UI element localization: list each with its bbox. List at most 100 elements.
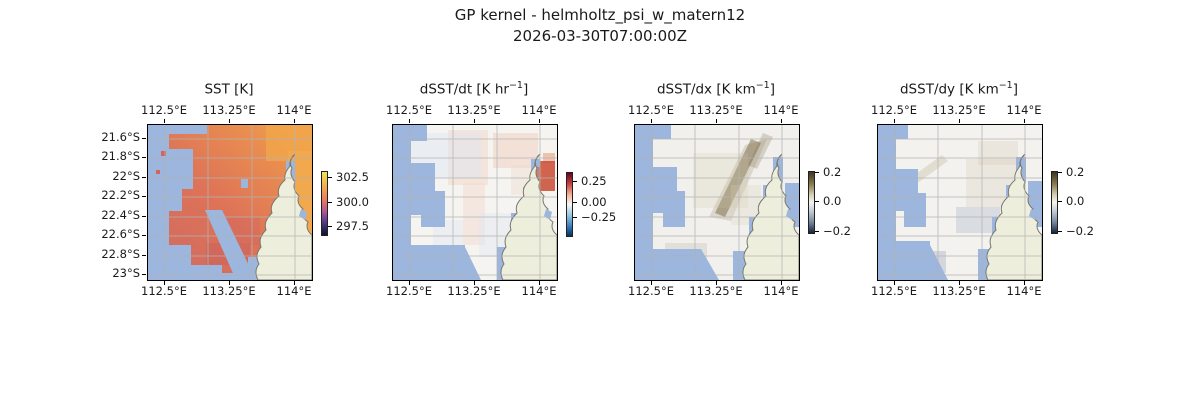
tick-mark	[781, 119, 782, 123]
x-tick-label: 114°E	[276, 284, 312, 298]
figure-title-line2: 2026-03-30T07:00:00Z	[513, 27, 687, 45]
tick-mark	[142, 177, 146, 178]
x-tick-label: 113.25°E	[689, 103, 743, 117]
tick-mark	[815, 231, 819, 232]
tick-mark	[959, 281, 960, 285]
dsst-dt-heatmap	[393, 125, 557, 280]
tick-mark	[142, 274, 146, 275]
colorbar-tick-label: 0.0	[823, 194, 842, 208]
grid-lines	[635, 125, 799, 280]
tick-mark	[142, 138, 146, 139]
colorbar-sst	[321, 171, 328, 236]
tick-mark	[539, 119, 540, 123]
x-tick-label: 112.5°E	[141, 103, 187, 117]
tick-mark	[142, 216, 146, 217]
colorbar-dsst-dx	[808, 171, 815, 234]
x-tick-label: 114°E	[276, 103, 312, 117]
colorbar-tick-label: 0.00	[581, 195, 607, 209]
tick-mark	[1058, 231, 1062, 232]
colorbar-tick-label: 302.5	[336, 170, 369, 184]
tick-mark	[651, 281, 652, 285]
y-tick-label: 21.8°S	[101, 149, 140, 163]
x-tick-label: 114°E	[763, 103, 799, 117]
panel-dsst-dt: dSST/dt [K hr−1] 112.5°E 113.25°E 114°E	[386, 0, 632, 330]
tick-mark	[328, 226, 332, 227]
colorbar-tick-label: 0.2	[823, 165, 842, 179]
tick-mark	[164, 119, 165, 123]
y-tick-label: 22.6°S	[101, 227, 140, 241]
x-tick-label: 114°E	[1006, 284, 1042, 298]
panel-dsst-dy: dSST/dy [K km−1] 112.5°E 113.25°E 114°E	[871, 0, 1117, 330]
x-tick-label: 112.5°E	[628, 284, 674, 298]
sst-heatmap	[148, 125, 312, 280]
tick-mark	[142, 196, 146, 197]
tick-mark	[1058, 172, 1062, 173]
tick-mark	[573, 202, 577, 203]
tick-mark	[142, 255, 146, 256]
tick-mark	[815, 201, 819, 202]
tick-mark	[651, 119, 652, 123]
tick-mark	[328, 177, 332, 178]
tick-mark	[815, 172, 819, 173]
y-tick-label: 22°S	[112, 169, 140, 183]
x-tick-label: 113.25°E	[202, 103, 256, 117]
y-tick-label: 22.4°S	[101, 208, 140, 222]
x-tick-label: 113.25°E	[689, 284, 743, 298]
colorbar-tick-label: −0.2	[1066, 224, 1094, 238]
grid-lines	[393, 125, 557, 280]
x-tick-label: 113.25°E	[932, 284, 986, 298]
x-tick-label: 112.5°E	[871, 284, 917, 298]
y-tick-label: 22.2°S	[101, 188, 140, 202]
x-tick-label: 114°E	[1006, 103, 1042, 117]
x-tick-label: 112.5°E	[386, 284, 432, 298]
x-tick-label: 113.25°E	[447, 103, 501, 117]
y-tick-label: 21.6°S	[101, 130, 140, 144]
figure-title-line1: GP kernel - helmholtz_psi_w_matern12	[454, 6, 746, 24]
x-tick-label: 113.25°E	[202, 284, 256, 298]
panel-title: dSST/dx [K km−1]	[656, 80, 776, 98]
tick-mark	[164, 281, 165, 285]
tick-mark	[716, 281, 717, 285]
tick-mark	[409, 281, 410, 285]
x-tick-label: 113.25°E	[932, 103, 986, 117]
colorbar-dsst-dy	[1051, 171, 1058, 234]
tick-mark	[1024, 281, 1025, 285]
y-tick-label: 22.8°S	[101, 247, 140, 261]
x-tick-label: 114°E	[521, 103, 557, 117]
tick-mark	[142, 235, 146, 236]
tick-mark	[573, 181, 577, 182]
masked-cells	[635, 125, 799, 280]
panel-title: dSST/dy [K km−1]	[899, 80, 1019, 98]
y-tick-label: 23°S	[112, 266, 140, 280]
tick-mark	[573, 217, 577, 218]
x-tick-label: 112.5°E	[628, 103, 674, 117]
panel-dsst-dx: dSST/dx [K km−1] 112.5°E 113.25°E 114°E	[628, 0, 874, 330]
colorbar-dsst-dt	[566, 172, 573, 237]
tick-mark	[894, 119, 895, 123]
x-tick-label: 114°E	[763, 284, 799, 298]
map-canvas-sst	[147, 124, 313, 281]
panel-sst: SST [K] 112.5°E 113.25°E 114°E	[141, 0, 387, 330]
map-canvas-dsst-dy	[877, 124, 1043, 281]
colorbar-tick-label: 0.25	[581, 174, 607, 188]
tick-mark	[294, 281, 295, 285]
tick-mark	[781, 281, 782, 285]
x-tick-label: 112.5°E	[386, 103, 432, 117]
tick-mark	[294, 119, 295, 123]
tick-mark	[474, 119, 475, 123]
tick-mark	[229, 119, 230, 123]
tick-mark	[328, 202, 332, 203]
dsst-dy-heatmap	[878, 125, 1042, 280]
grid-lines	[148, 125, 312, 280]
map-canvas-dsst-dx	[634, 124, 800, 281]
tick-mark	[229, 281, 230, 285]
x-tick-label: 112.5°E	[141, 284, 187, 298]
x-tick-label: 114°E	[521, 284, 557, 298]
dsst-dx-heatmap	[635, 125, 799, 280]
colorbar-tick-label: −0.2	[823, 224, 851, 238]
tick-mark	[959, 119, 960, 123]
x-tick-label: 113.25°E	[447, 284, 501, 298]
masked-cells	[148, 125, 295, 280]
tick-mark	[474, 281, 475, 285]
colorbar-tick-label: 0.2	[1066, 165, 1085, 179]
